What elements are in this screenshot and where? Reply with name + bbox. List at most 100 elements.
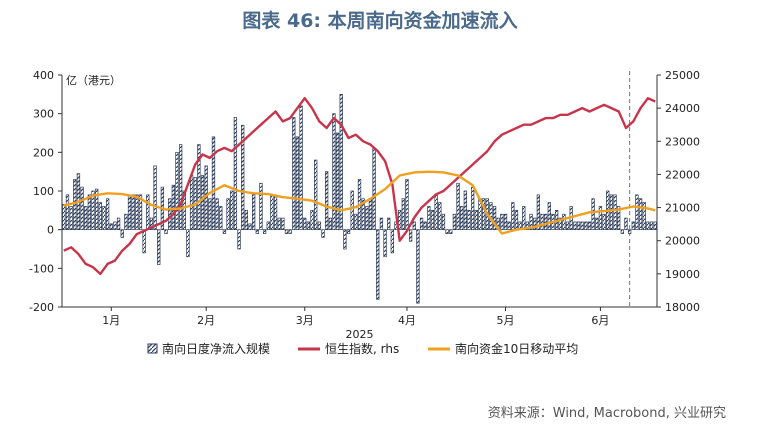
bar bbox=[80, 186, 84, 231]
bar bbox=[317, 221, 322, 231]
bar bbox=[456, 182, 460, 231]
bar bbox=[511, 202, 515, 231]
bar bbox=[467, 209, 471, 231]
bar bbox=[602, 213, 606, 231]
bar bbox=[113, 221, 117, 231]
y2-tick-label: 20000 bbox=[665, 235, 700, 248]
bar bbox=[503, 213, 508, 231]
bar bbox=[354, 213, 358, 231]
bar bbox=[587, 221, 592, 231]
bar bbox=[627, 229, 632, 234]
bar bbox=[270, 194, 274, 231]
y2-tick-label: 24000 bbox=[665, 102, 700, 115]
bar bbox=[565, 221, 570, 231]
y2-tick-label: 25000 bbox=[665, 69, 700, 82]
bar bbox=[255, 229, 259, 234]
bar bbox=[324, 171, 329, 231]
y-tick-label: 400 bbox=[33, 69, 54, 82]
bar bbox=[591, 198, 595, 231]
bar bbox=[138, 194, 143, 231]
bar bbox=[131, 194, 135, 231]
bar bbox=[408, 229, 413, 242]
bar bbox=[463, 190, 468, 231]
bar bbox=[543, 213, 548, 231]
bar bbox=[584, 221, 588, 231]
bar bbox=[157, 229, 161, 265]
bar bbox=[262, 229, 267, 234]
bar bbox=[452, 213, 457, 231]
bar bbox=[365, 206, 369, 231]
bar bbox=[109, 223, 113, 231]
x-tick-label: 1月 bbox=[102, 314, 120, 327]
bar bbox=[379, 217, 384, 231]
bar bbox=[295, 136, 300, 231]
y2-tick-label: 23000 bbox=[665, 135, 700, 148]
bar bbox=[321, 229, 325, 238]
bar bbox=[492, 206, 497, 231]
bar bbox=[284, 229, 289, 234]
bar bbox=[653, 221, 657, 231]
bar bbox=[281, 217, 285, 231]
bar bbox=[306, 221, 311, 231]
bar bbox=[153, 165, 157, 231]
bar bbox=[598, 206, 603, 231]
bar bbox=[624, 217, 628, 231]
bar bbox=[233, 117, 238, 231]
bar bbox=[230, 190, 234, 231]
bar bbox=[540, 213, 544, 231]
bar bbox=[576, 221, 581, 231]
bar bbox=[438, 202, 442, 231]
bar bbox=[164, 229, 168, 234]
y2-tick-label: 18000 bbox=[665, 301, 700, 314]
bar bbox=[390, 229, 395, 254]
x-tick-label: 2月 bbox=[197, 314, 215, 327]
bar bbox=[149, 217, 154, 231]
bar bbox=[339, 93, 343, 231]
x-tick-label: 5月 bbox=[497, 314, 515, 327]
bar bbox=[620, 229, 624, 234]
bar bbox=[474, 209, 478, 231]
tick-labels: -200 -100 0 100 200 300 400 18000 19000 20000 2100… bbox=[29, 69, 700, 327]
bar bbox=[171, 184, 176, 231]
bar bbox=[62, 204, 66, 231]
bar bbox=[248, 223, 252, 231]
bar bbox=[226, 198, 230, 231]
bar bbox=[383, 229, 387, 258]
y-tick-label: 300 bbox=[33, 108, 54, 121]
bar bbox=[533, 217, 537, 231]
y-tick-label: 0 bbox=[47, 224, 54, 237]
bar bbox=[613, 194, 617, 231]
bar bbox=[522, 206, 526, 231]
bar bbox=[617, 206, 621, 231]
bar bbox=[237, 229, 241, 250]
bar bbox=[609, 194, 614, 231]
x-axis-label: 2025 bbox=[346, 328, 374, 341]
x-tick-label: 3月 bbox=[296, 314, 314, 327]
bar bbox=[215, 198, 219, 231]
bar bbox=[649, 221, 654, 231]
chart-title: 图表 46: 本周南向资金加速流入 bbox=[242, 10, 518, 32]
bar bbox=[208, 198, 212, 231]
bar bbox=[419, 217, 424, 231]
bar bbox=[595, 217, 599, 231]
legend-swatch-bar bbox=[147, 343, 158, 354]
bar bbox=[135, 194, 139, 231]
source-note: 资料来源：Wind, Macrobond, 兴业研究 bbox=[487, 406, 726, 421]
y-axis-unit-label: 亿（港元） bbox=[66, 74, 121, 87]
y2-tick-label: 19000 bbox=[665, 268, 700, 281]
bar bbox=[197, 144, 201, 231]
legend-label: 南向资金10日移动平均 bbox=[455, 341, 578, 356]
bar bbox=[244, 209, 249, 231]
bar bbox=[175, 151, 179, 231]
y-tick-label: -100 bbox=[29, 262, 54, 275]
bar bbox=[87, 194, 92, 231]
bar bbox=[303, 217, 307, 231]
bar bbox=[350, 190, 354, 231]
bar bbox=[471, 186, 475, 231]
bar bbox=[178, 144, 183, 231]
bar bbox=[500, 213, 504, 231]
bar bbox=[328, 217, 332, 231]
y-tick-label: 100 bbox=[33, 185, 54, 198]
bar bbox=[332, 113, 336, 231]
